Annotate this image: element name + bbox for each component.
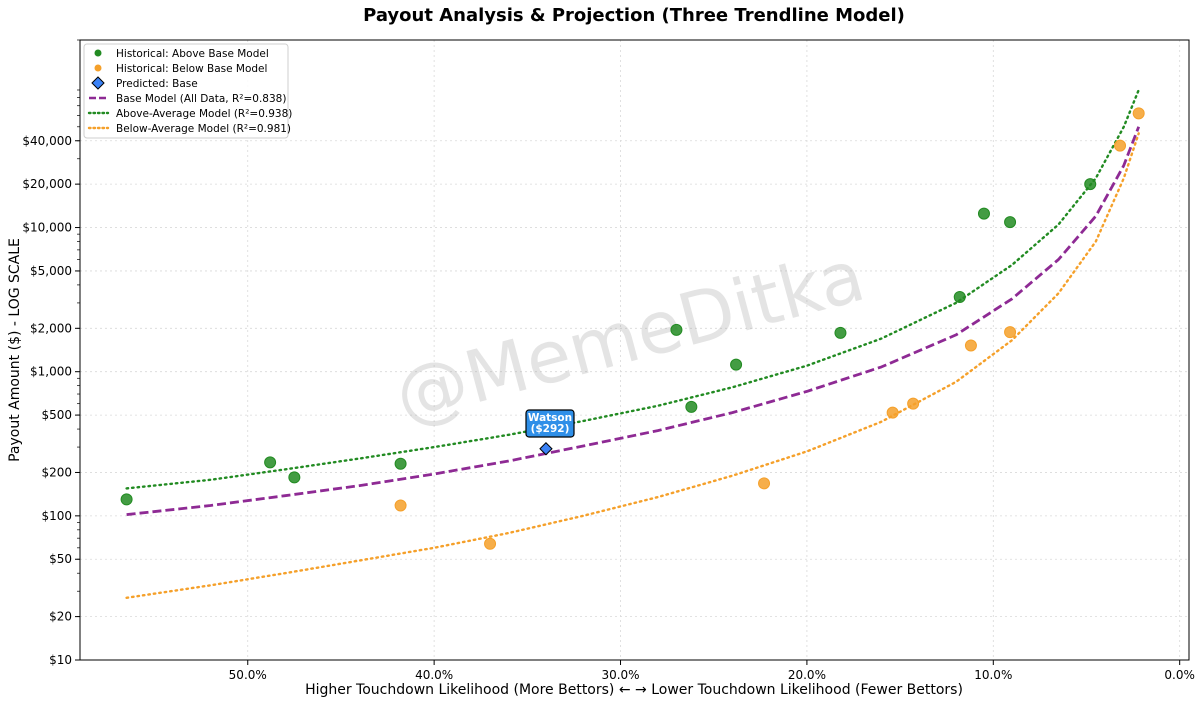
legend-label-above-model: Above-Average Model (R²=0.938) <box>116 108 292 120</box>
y-tick-label-4: $200 <box>41 465 72 479</box>
point-above-10 <box>1004 216 1017 229</box>
x-tick-label-2: 30.0% <box>601 668 639 682</box>
point-below-1 <box>484 537 497 550</box>
legend: Historical: Above Base Model Historical:… <box>83 43 292 139</box>
x-axis-label: Higher Touchdown Likelihood (More Bettor… <box>305 682 963 698</box>
predicted-annotation-value: ($292) <box>531 423 570 435</box>
x-tick-label-5: 0.0% <box>1164 668 1195 682</box>
point-below-7 <box>1114 139 1127 152</box>
predicted-point-watson <box>539 442 553 456</box>
y-tick-label-6: $1,000 <box>30 365 72 379</box>
point-above-4 <box>670 323 683 336</box>
x-tick-label-1: 40.0% <box>415 668 453 682</box>
point-above-9 <box>977 207 990 220</box>
point-above-2 <box>288 471 301 484</box>
y-tick-label-7: $2,000 <box>30 321 72 335</box>
y-tick-label-11: $40,000 <box>22 134 72 148</box>
point-below-0 <box>394 499 407 512</box>
y-tick-label-9: $10,000 <box>22 221 72 235</box>
trendline-aboveModel <box>125 88 1140 490</box>
annotation-layer: Watson ($292) <box>525 409 575 438</box>
point-below-3 <box>886 406 899 419</box>
legend-marker-above <box>94 49 102 57</box>
predicted-annotation-name: Watson <box>528 412 572 424</box>
point-below-6 <box>1004 326 1017 339</box>
legend-label-base: Base Model (All Data, R²=0.838) <box>116 93 286 105</box>
legend-label-above: Historical: Above Base Model <box>116 48 269 60</box>
x-tick-label-0: 50.0% <box>229 668 267 682</box>
legend-marker-below <box>94 64 102 72</box>
legend-label-below: Historical: Below Base Model <box>116 63 267 75</box>
legend-label-predicted: Predicted: Base <box>116 78 198 90</box>
point-above-6 <box>730 358 743 371</box>
point-below-5 <box>964 339 977 352</box>
trendline-base <box>126 126 1141 516</box>
point-above-0 <box>120 493 133 506</box>
x-tick-label-3: 20.0% <box>788 668 826 682</box>
legend-label-below-model: Below-Average Model (R²=0.981) <box>116 123 291 135</box>
point-below-2 <box>758 477 771 490</box>
predicted-annotation-box <box>525 409 575 438</box>
point-above-7 <box>834 326 847 339</box>
y-tick-label-1: $20 <box>49 610 72 624</box>
y-tick-label-2: $50 <box>49 552 72 566</box>
data-point-layer <box>120 107 1145 550</box>
trendline-layer <box>125 88 1141 599</box>
y-tick-label-0: $10 <box>49 653 72 667</box>
point-above-5 <box>685 400 698 413</box>
plot-frame <box>79 39 1190 661</box>
chart-title: Payout Analysis & Projection (Three Tren… <box>363 5 905 26</box>
point-above-11 <box>1084 178 1097 191</box>
x-axis-ticks: 50.0% 40.0% 30.0% 20.0% 10.0% 0.0% <box>229 660 1195 682</box>
trendline-belowModel <box>125 132 1140 599</box>
y-axis-label: Payout Amount ($) - LOG SCALE <box>7 238 23 462</box>
y-axis-ticks: $10 $20 $50 $100 $200 $500 $1,000 $2,000 $5,000 $… <box>22 39 80 667</box>
y-tick-label-10: $20,000 <box>22 177 72 191</box>
legend-marker-predicted <box>91 76 105 90</box>
point-above-3 <box>394 457 407 470</box>
y-tick-label-8: $5,000 <box>30 264 72 278</box>
point-below-8 <box>1132 107 1145 120</box>
grid-layer <box>80 40 1189 661</box>
point-above-1 <box>264 456 277 469</box>
x-tick-label-4: 10.0% <box>974 668 1012 682</box>
y-tick-label-5: $500 <box>41 408 72 422</box>
point-below-4 <box>907 397 920 410</box>
y-tick-label-3: $100 <box>41 509 72 523</box>
legend-frame <box>83 43 289 139</box>
point-above-8 <box>953 290 966 303</box>
